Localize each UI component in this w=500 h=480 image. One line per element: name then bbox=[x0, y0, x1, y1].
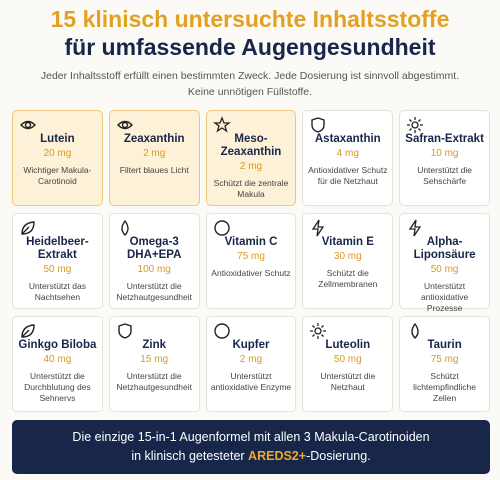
name: Heidelbeer-Extrakt bbox=[26, 236, 89, 261]
highlight: AREDS2+ bbox=[248, 449, 307, 463]
ingredient-card: Alpha-Liponsäure 50 mg Unterstützt antioxi… bbox=[399, 213, 490, 313]
description: Unterstützt das Nachtsehen bbox=[28, 281, 86, 302]
name: Astaxanthin bbox=[314, 133, 381, 145]
icon bbox=[21, 221, 35, 235]
dose: 75 mg bbox=[430, 354, 459, 365]
name: Meso-Zeaxanthin bbox=[220, 133, 282, 158]
ingredient-card: Kupfer 2 mg Unterstützt antioxidative Enzy… bbox=[205, 316, 297, 412]
ingredient-grid: Lutein 20 mg Wichtiger Makula-Carotinoid Ze… bbox=[12, 110, 490, 412]
ingredient-card: Meso-Zeaxanthin 2 mg Schützt die zentrale … bbox=[205, 110, 297, 206]
description: Antioxidativer Schutz für die Netzhaut bbox=[308, 165, 388, 186]
description: Schützt lichtempfindliche Zellen bbox=[413, 371, 477, 403]
name: Luteolin bbox=[325, 339, 371, 351]
ingredient-card: Taurin 75 mg Schützt lichtempfindliche Zel… bbox=[399, 316, 490, 412]
ingredient-card: Ginkgo Biloba 40 mg Unterstützt die Durchb… bbox=[12, 316, 103, 412]
icon bbox=[312, 219, 325, 237]
dose: 100 mg bbox=[137, 264, 171, 275]
description: Schützt die zentrale Makula bbox=[213, 178, 289, 199]
subtitle: Jeder Inhaltsstoff erfüllt einen bestimm… bbox=[40, 70, 460, 98]
dose: 75 mg bbox=[237, 251, 265, 262]
icon bbox=[212, 116, 231, 133]
dose: 2 mg bbox=[143, 148, 166, 159]
ingredient-card: Vitamin C 75 mg Antioxidativer Schutz bbox=[205, 213, 297, 309]
description: Unterstützt antioxidative Prozesse bbox=[420, 281, 469, 313]
icon bbox=[20, 120, 36, 130]
name: Vitamin C bbox=[224, 236, 278, 248]
banner-text: Die einzige 15-in-1 Augenformel mit alle… bbox=[72, 430, 430, 444]
name: Vitamin E bbox=[321, 236, 374, 248]
dose: 30 mg bbox=[333, 251, 362, 262]
icon bbox=[213, 323, 230, 339]
banner: Die einzige 15-in-1 Augenformel mit alle… bbox=[12, 420, 490, 474]
icon bbox=[407, 117, 424, 133]
description: Unterstützt die Durchblutung des Sehnerv… bbox=[24, 371, 91, 403]
ingredient-card: Lutein 20 mg Wichtiger Makula-Carotinoid bbox=[12, 110, 103, 206]
ingredient-card: Heidelbeer-Extrakt 50 mg Unterstützt das N… bbox=[12, 213, 103, 309]
dose: 15 mg bbox=[140, 354, 169, 365]
icon bbox=[213, 220, 230, 236]
banner-text: in klinisch getesteter bbox=[131, 449, 249, 463]
description: Unterstützt die Sehschärfe bbox=[417, 165, 472, 186]
name: Zink bbox=[142, 339, 167, 351]
title: 15 klinisch untersuchte Inhaltsstoffe bbox=[50, 6, 450, 32]
icon bbox=[411, 322, 419, 339]
banner-text: -Dosierung. bbox=[306, 449, 371, 463]
icon bbox=[310, 323, 327, 339]
dose: 2 mg bbox=[239, 161, 263, 172]
icon bbox=[21, 324, 35, 338]
ingredient-card: Luteolin 50 mg Unterstützt die Netzhaut bbox=[302, 316, 394, 412]
dose: 2 mg bbox=[239, 354, 263, 365]
name: Zeaxanthin bbox=[123, 133, 185, 145]
ingredient-card: Omega-3 DHA+EPA 100 mg Unterstützt die Net… bbox=[108, 213, 200, 309]
ingredient-card: Vitamin E 30 mg Schützt die Zellmembranen bbox=[302, 213, 394, 309]
dose: 40 mg bbox=[43, 354, 72, 365]
icon bbox=[408, 219, 422, 237]
name: Lutein bbox=[40, 133, 75, 145]
ingredient-card: Astaxanthin 4 mg Antioxidativer Schutz für… bbox=[302, 110, 394, 206]
description: Wichtiger Makula-Carotinoid bbox=[23, 165, 92, 186]
banner-text: in klinisch getesteter AREDS2+-Dosierung… bbox=[12, 447, 490, 466]
icon bbox=[121, 219, 129, 236]
name: Safran-Extrakt bbox=[405, 133, 484, 145]
ingredient-card: Zink 15 mg Unterstützt die Netzhautgesundh… bbox=[108, 316, 200, 412]
icon bbox=[311, 117, 326, 133]
description: Unterstützt die Netzhautgesundheit bbox=[116, 371, 192, 392]
description: Schützt die Zellmembranen bbox=[318, 268, 378, 289]
name: Ginkgo Biloba bbox=[18, 339, 97, 351]
description: Filtert blaues Licht bbox=[119, 165, 189, 175]
description: Unterstützt antioxidative Enzyme bbox=[210, 371, 292, 392]
dose: 20 mg bbox=[43, 148, 72, 159]
description: Unterstützt die Netzhaut bbox=[320, 371, 376, 392]
description: Unterstützt die Netzhautgesundheit bbox=[116, 281, 192, 302]
dose: 4 mg bbox=[336, 148, 359, 159]
icon bbox=[116, 120, 133, 130]
dose: 50 mg bbox=[333, 354, 362, 365]
dose: 50 mg bbox=[43, 264, 72, 275]
name: Alpha-Liponsäure bbox=[413, 236, 476, 261]
dose: 50 mg bbox=[430, 264, 459, 275]
dose: 10 mg bbox=[430, 148, 459, 159]
ingredient-card: Zeaxanthin 2 mg Filtert blaues Licht bbox=[108, 110, 200, 206]
name: Taurin bbox=[427, 339, 462, 351]
name: Kupfer bbox=[232, 339, 270, 351]
icon bbox=[118, 323, 132, 339]
title: für umfassende Augengesundheit bbox=[64, 34, 436, 60]
name: Omega-3 DHA+EPA bbox=[126, 236, 182, 261]
description: Antioxidativer Schutz bbox=[211, 268, 291, 278]
ingredient-card: Safran-Extrakt 10 mg Unterstützt die Sehsc… bbox=[399, 110, 490, 206]
